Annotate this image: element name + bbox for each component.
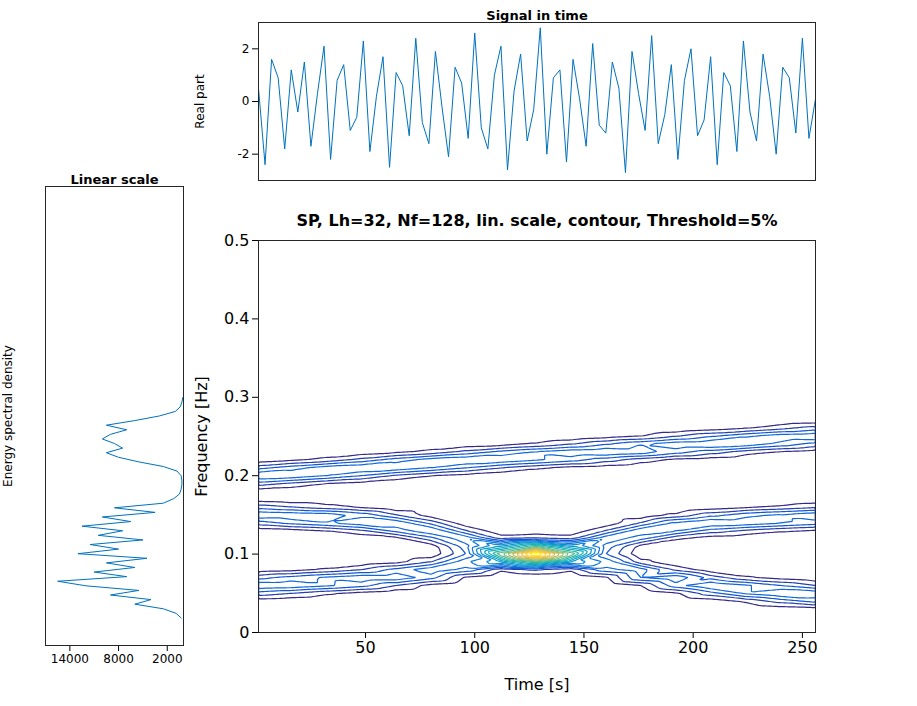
svg-text:-2: -2 [238,147,250,161]
svg-text:Linear scale: Linear scale [70,172,158,187]
svg-text:0.5: 0.5 [224,231,249,250]
svg-text:SP, Lh=32, Nf=128, lin. scale,: SP, Lh=32, Nf=128, lin. scale, contour, … [296,211,777,230]
svg-text:0: 0 [239,623,249,642]
svg-text:Real part: Real part [193,74,207,129]
svg-text:200: 200 [678,638,709,657]
svg-text:Frequency [Hz]: Frequency [Hz] [192,376,211,497]
svg-text:0: 0 [242,94,250,108]
svg-text:14000: 14000 [51,652,89,666]
svg-text:150: 150 [569,638,600,657]
svg-text:2000: 2000 [152,652,183,666]
svg-text:8000: 8000 [103,652,134,666]
svg-text:250: 250 [787,638,818,657]
svg-text:0.4: 0.4 [224,309,249,328]
svg-text:Energy spectral density: Energy spectral density [1,345,15,487]
svg-text:0.2: 0.2 [224,466,249,485]
svg-text:Signal in time: Signal in time [486,8,588,23]
svg-text:2: 2 [242,42,250,56]
svg-text:50: 50 [355,638,375,657]
svg-text:0.3: 0.3 [224,387,249,406]
svg-text:0.1: 0.1 [224,544,249,563]
svg-text:100: 100 [459,638,490,657]
svg-text:Time [s]: Time [s] [503,675,569,694]
